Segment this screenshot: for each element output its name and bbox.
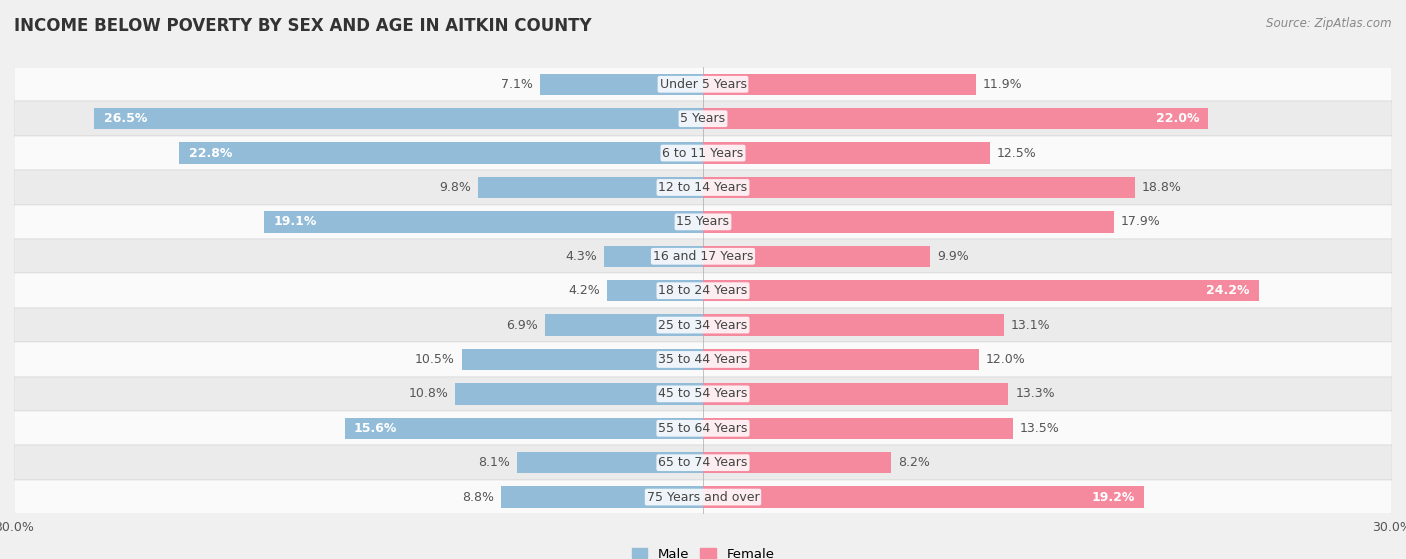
Bar: [703, 177, 1135, 198]
Bar: [14, 170, 1392, 205]
Bar: [456, 383, 703, 405]
Bar: [703, 349, 979, 370]
Text: 24.2%: 24.2%: [1206, 284, 1250, 297]
Bar: [703, 143, 990, 164]
Bar: [14, 102, 1392, 136]
Bar: [544, 314, 703, 336]
Text: 15.6%: 15.6%: [354, 422, 398, 435]
Text: 65 to 74 Years: 65 to 74 Years: [658, 456, 748, 469]
Bar: [264, 211, 703, 233]
Text: 22.8%: 22.8%: [188, 146, 232, 159]
Bar: [94, 108, 703, 129]
Text: 25 to 34 Years: 25 to 34 Years: [658, 319, 748, 331]
Text: 26.5%: 26.5%: [104, 112, 148, 125]
Text: 22.0%: 22.0%: [1156, 112, 1199, 125]
Text: 45 to 54 Years: 45 to 54 Years: [658, 387, 748, 400]
Bar: [501, 486, 703, 508]
Bar: [540, 74, 703, 95]
Bar: [14, 67, 1392, 102]
Text: 13.3%: 13.3%: [1015, 387, 1054, 400]
Bar: [344, 418, 703, 439]
Text: 4.2%: 4.2%: [568, 284, 599, 297]
Text: 13.5%: 13.5%: [1019, 422, 1060, 435]
Bar: [14, 239, 1392, 273]
Bar: [14, 480, 1392, 514]
Text: 18.8%: 18.8%: [1142, 181, 1181, 194]
Bar: [703, 314, 1004, 336]
Bar: [703, 74, 976, 95]
Bar: [517, 452, 703, 473]
Text: INCOME BELOW POVERTY BY SEX AND AGE IN AITKIN COUNTY: INCOME BELOW POVERTY BY SEX AND AGE IN A…: [14, 17, 592, 35]
Text: 11.9%: 11.9%: [983, 78, 1022, 91]
Text: Under 5 Years: Under 5 Years: [659, 78, 747, 91]
Text: 5 Years: 5 Years: [681, 112, 725, 125]
Bar: [606, 280, 703, 301]
Bar: [703, 418, 1012, 439]
Text: 12.5%: 12.5%: [997, 146, 1036, 159]
Text: 15 Years: 15 Years: [676, 215, 730, 229]
Text: 6.9%: 6.9%: [506, 319, 537, 331]
Text: 8.1%: 8.1%: [478, 456, 510, 469]
Bar: [703, 452, 891, 473]
Bar: [180, 143, 703, 164]
Text: 10.8%: 10.8%: [408, 387, 449, 400]
Text: 35 to 44 Years: 35 to 44 Years: [658, 353, 748, 366]
Text: 12 to 14 Years: 12 to 14 Years: [658, 181, 748, 194]
Text: 6 to 11 Years: 6 to 11 Years: [662, 146, 744, 159]
Bar: [14, 377, 1392, 411]
Text: 8.2%: 8.2%: [898, 456, 931, 469]
Bar: [703, 280, 1258, 301]
Bar: [703, 245, 931, 267]
Bar: [703, 108, 1208, 129]
Bar: [703, 486, 1144, 508]
Bar: [703, 211, 1114, 233]
Text: 4.3%: 4.3%: [565, 250, 598, 263]
Bar: [703, 383, 1008, 405]
Text: 12.0%: 12.0%: [986, 353, 1025, 366]
Text: 55 to 64 Years: 55 to 64 Years: [658, 422, 748, 435]
Bar: [14, 308, 1392, 342]
Text: 18 to 24 Years: 18 to 24 Years: [658, 284, 748, 297]
Bar: [14, 411, 1392, 446]
Text: 9.9%: 9.9%: [938, 250, 969, 263]
Bar: [14, 342, 1392, 377]
Text: 16 and 17 Years: 16 and 17 Years: [652, 250, 754, 263]
Legend: Male, Female: Male, Female: [626, 542, 780, 559]
Text: 8.8%: 8.8%: [463, 491, 494, 504]
Text: Source: ZipAtlas.com: Source: ZipAtlas.com: [1267, 17, 1392, 30]
Text: 7.1%: 7.1%: [501, 78, 533, 91]
Bar: [605, 245, 703, 267]
Bar: [14, 136, 1392, 170]
Text: 10.5%: 10.5%: [415, 353, 456, 366]
Bar: [14, 273, 1392, 308]
Text: 13.1%: 13.1%: [1011, 319, 1050, 331]
Text: 19.2%: 19.2%: [1091, 491, 1135, 504]
Bar: [14, 205, 1392, 239]
Bar: [14, 446, 1392, 480]
Bar: [478, 177, 703, 198]
Text: 17.9%: 17.9%: [1121, 215, 1161, 229]
Text: 9.8%: 9.8%: [439, 181, 471, 194]
Text: 75 Years and over: 75 Years and over: [647, 491, 759, 504]
Text: 19.1%: 19.1%: [274, 215, 316, 229]
Bar: [461, 349, 703, 370]
